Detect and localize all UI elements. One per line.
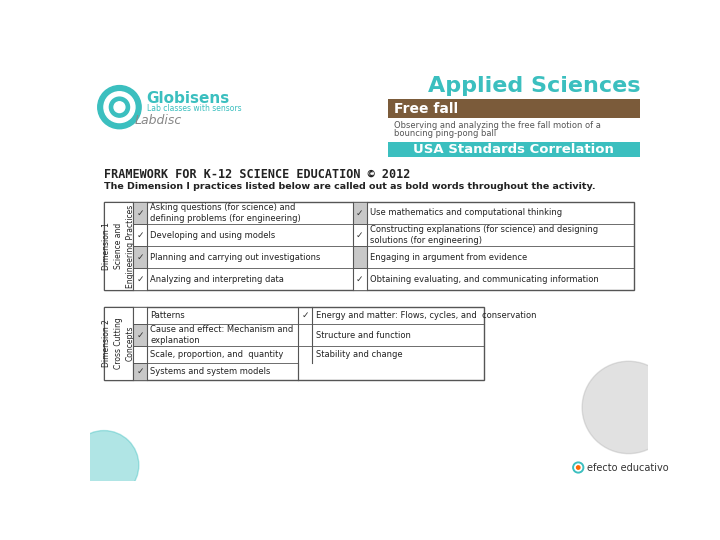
Text: Constructing explanations (for science) and designing
solutions (for engineering: Constructing explanations (for science) … (370, 225, 598, 245)
Bar (353, 246, 366, 268)
Text: ✓: ✓ (137, 253, 144, 262)
Text: ✓: ✓ (137, 330, 144, 340)
Circle shape (114, 102, 125, 112)
Bar (104, 307, 484, 380)
Text: ✓: ✓ (356, 231, 364, 240)
Text: ✓: ✓ (137, 367, 144, 376)
Circle shape (573, 462, 584, 473)
Circle shape (98, 85, 141, 129)
Text: Applied Sciences: Applied Sciences (428, 76, 640, 96)
Text: Globisens: Globisens (147, 91, 230, 106)
Text: Systems and system models: Systems and system models (150, 367, 271, 376)
Text: Dimension 1
Science and
Engineering Practices: Dimension 1 Science and Engineering Prac… (102, 205, 135, 288)
Text: ✓: ✓ (137, 208, 144, 218)
Text: Patterns: Patterns (150, 312, 185, 320)
Text: Planning and carrying out investigations: Planning and carrying out investigations (150, 253, 321, 262)
Bar (133, 325, 148, 346)
Text: The Dimension I practices listed below are called out as bold words throughout t: The Dimension I practices listed below a… (104, 182, 595, 191)
Text: efecto educativo: efecto educativo (587, 462, 668, 472)
Text: FRAMEWORK FOR K-12 SCIENCE EDUCATION © 2012: FRAMEWORK FOR K-12 SCIENCE EDUCATION © 2… (104, 168, 410, 181)
Text: Scale, proportion, and  quantity: Scale, proportion, and quantity (150, 350, 284, 359)
Bar (353, 202, 366, 224)
Text: Dimension 2
Cross Cutting
Concepts: Dimension 2 Cross Cutting Concepts (102, 318, 135, 369)
Bar (133, 363, 148, 380)
Text: Developing and using models: Developing and using models (150, 231, 276, 240)
Bar (133, 268, 148, 291)
Bar (133, 224, 148, 246)
Text: Cause and effect: Mechanism and
explanation: Cause and effect: Mechanism and explanat… (150, 325, 294, 345)
Text: Labdisc: Labdisc (135, 114, 182, 127)
Text: Free fall: Free fall (394, 102, 458, 116)
Text: USA Standards Correlation: USA Standards Correlation (413, 143, 614, 156)
Circle shape (69, 430, 139, 500)
Circle shape (582, 361, 675, 454)
Bar (353, 268, 366, 291)
Bar (388, 142, 640, 157)
Circle shape (577, 466, 580, 469)
Text: ✓: ✓ (137, 231, 144, 240)
Bar (133, 307, 148, 325)
Text: Energy and matter: Flows, cycles, and  conservation: Energy and matter: Flows, cycles, and co… (315, 312, 536, 320)
Text: Engaging in argument from evidence: Engaging in argument from evidence (370, 253, 527, 262)
Bar (133, 346, 148, 363)
Bar (104, 202, 133, 291)
Bar (388, 99, 640, 118)
Bar (133, 202, 148, 224)
Bar (353, 224, 366, 246)
Bar (133, 246, 148, 268)
Circle shape (575, 464, 582, 471)
Text: Observing and analyzing the free fall motion of a: Observing and analyzing the free fall mo… (394, 121, 600, 130)
Text: Structure and function: Structure and function (315, 330, 410, 340)
Text: Asking questions (for science) and
defining problems (for engineering): Asking questions (for science) and defin… (150, 203, 301, 223)
Bar (104, 307, 133, 380)
Text: Use mathematics and computational thinking: Use mathematics and computational thinki… (370, 208, 562, 218)
Circle shape (109, 97, 130, 117)
Text: Lab classes with sensors: Lab classes with sensors (147, 104, 241, 113)
Text: ✓: ✓ (356, 208, 364, 218)
Text: Obtaining evaluating, and communicating information: Obtaining evaluating, and communicating … (370, 275, 598, 284)
Bar (104, 202, 634, 291)
Text: ✓: ✓ (137, 275, 144, 284)
Text: ✓: ✓ (356, 275, 364, 284)
Text: Analyzing and interpreting data: Analyzing and interpreting data (150, 275, 284, 284)
Text: bouncing ping-pong ball: bouncing ping-pong ball (394, 129, 496, 138)
Text: ✓: ✓ (302, 312, 309, 320)
Circle shape (104, 92, 135, 123)
Text: Stability and change: Stability and change (315, 350, 402, 359)
